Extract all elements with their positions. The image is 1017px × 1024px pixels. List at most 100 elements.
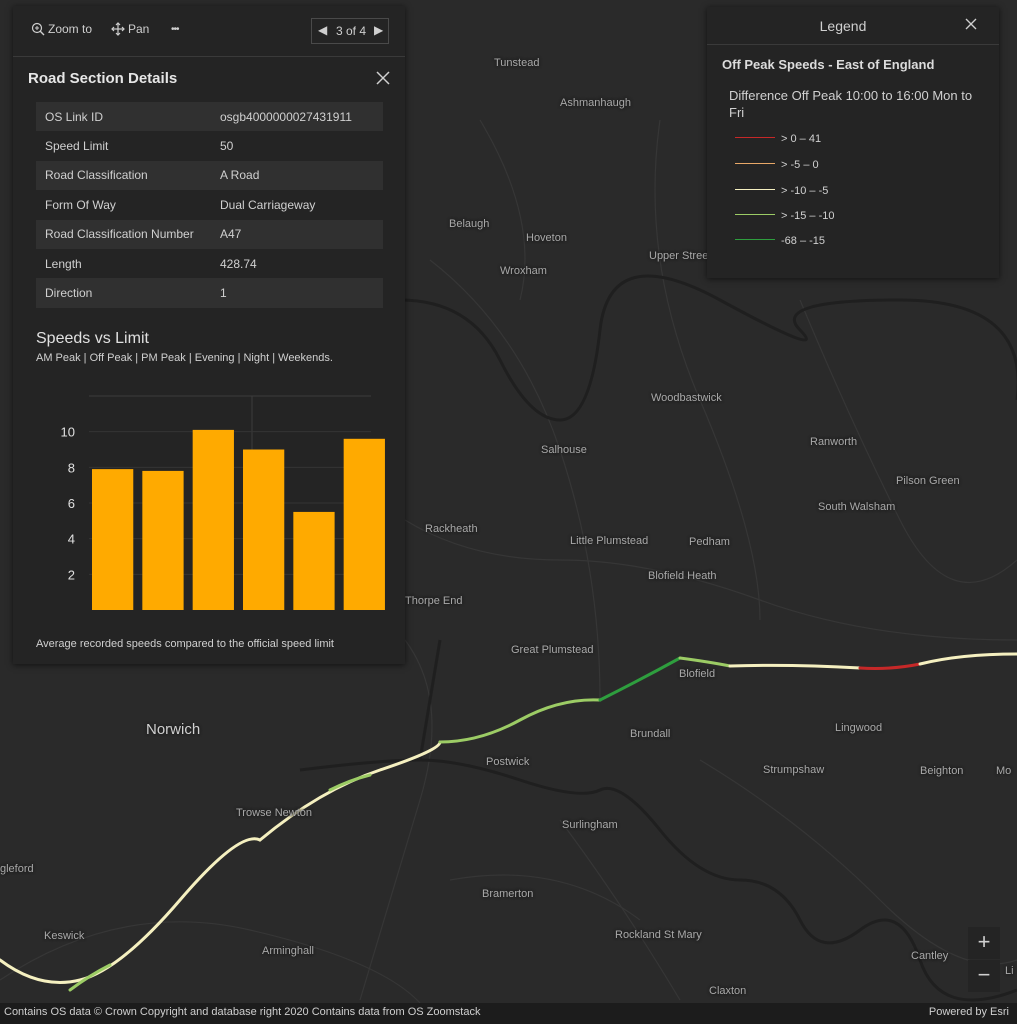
- y-tick-label: 4: [68, 532, 75, 547]
- place-label-city: Norwich: [146, 721, 201, 738]
- zoom-out-button[interactable]: −: [968, 960, 1000, 992]
- place-label: Rockland St Mary: [615, 929, 702, 941]
- field-value: A47: [211, 219, 383, 249]
- legend-header: Legend: [707, 7, 999, 45]
- field-name: Speed Limit: [45, 139, 109, 154]
- place-label: Wroxham: [500, 265, 547, 277]
- place-label: Pedham: [689, 536, 730, 548]
- zoom-magnifier-icon: [31, 22, 45, 36]
- place-label: Thorpe End: [405, 595, 463, 607]
- place-label: Trowse Newton: [236, 807, 313, 819]
- field-value: A Road: [211, 160, 383, 191]
- field-name: Road Classification: [36, 160, 211, 191]
- legend-title: Legend: [819, 18, 867, 34]
- bar-evening: [243, 449, 285, 610]
- feature-pager: ◀ 3 of 4 ▶: [311, 18, 389, 44]
- legend-item: > -5 – 0: [735, 159, 819, 171]
- place-label: Ashmanhaugh: [560, 97, 631, 109]
- bar-am-peak: [92, 469, 134, 610]
- place-label: Salhouse: [541, 444, 587, 456]
- bar-night: [293, 511, 335, 610]
- y-tick-label: 2: [68, 567, 75, 582]
- place-label: Blofield: [679, 668, 716, 680]
- place-label: Beighton: [920, 765, 964, 777]
- table-row: Speed Limit 50: [36, 131, 383, 160]
- legend-item-label: -68 – -15: [781, 235, 826, 247]
- pan-label: Pan: [128, 22, 150, 36]
- field-name: Form Of Way: [45, 197, 116, 212]
- table-row: Road Classification Number A47: [36, 219, 383, 249]
- a47-road-line[interactable]: [0, 652, 1017, 992]
- legend-item-label: > 0 – 41: [781, 133, 822, 145]
- place-label: Arminghall: [262, 945, 314, 957]
- legend-item-label: > -10 – -5: [781, 185, 829, 197]
- field-name: Direction: [36, 278, 211, 308]
- attribute-table: OS Link ID osgb4000000027431911 Speed Li…: [36, 102, 383, 308]
- place-label: Surlingham: [562, 819, 618, 831]
- chart-title: Speeds vs Limit: [36, 330, 149, 347]
- attribution-bar: Contains OS data © Crown Copyright and d…: [0, 1003, 1017, 1024]
- place-label: Brundall: [630, 728, 671, 740]
- place-label: Tunstead: [494, 57, 540, 69]
- zoom-in-button[interactable]: +: [968, 927, 1000, 959]
- legend-item: > -10 – -5: [735, 185, 828, 197]
- legend-item-label: > -5 – 0: [781, 159, 819, 171]
- place-label: Little Plumstead: [570, 535, 649, 547]
- place-label: Keswick: [44, 930, 85, 942]
- bar-off-peak: [142, 470, 184, 610]
- table-row: OS Link ID osgb4000000027431911: [36, 102, 383, 132]
- place-label: Mo: [996, 765, 1012, 777]
- powered-by-esri-link[interactable]: Powered by Esri: [928, 1006, 1009, 1018]
- legend-item-label: > -15 – -10: [781, 210, 835, 222]
- y-tick-label: 8: [68, 460, 75, 475]
- field-name: Road Classification Number: [36, 219, 211, 249]
- table-row: Direction 1: [36, 278, 383, 308]
- chevron-right-icon[interactable]: ▶: [374, 23, 384, 37]
- popup-toolbar: Zoom to Pan ••• ◀ 3 of 4 ▶: [13, 6, 405, 57]
- place-label: Woodbastwick: [651, 392, 722, 404]
- place-label: Rackheath: [425, 523, 478, 535]
- bar-pm-peak: [192, 429, 234, 610]
- chart-subtitle: AM Peak | Off Peak | PM Peak | Evening |…: [36, 352, 333, 364]
- legend-layer-title: Off Peak Speeds - East of England: [722, 57, 935, 72]
- legend-item: > 0 – 41: [735, 133, 821, 145]
- legend-swatch: [735, 137, 775, 138]
- place-label: Postwick: [486, 756, 530, 768]
- more-options-button[interactable]: •••: [171, 24, 179, 35]
- field-value: Dual Carriageway: [220, 197, 316, 212]
- legend-field-title: Difference Off Peak 10:00 to 16:00 Mon t…: [729, 88, 973, 120]
- legend-swatch: [735, 163, 775, 164]
- place-label: Lingwood: [835, 722, 883, 734]
- place-label: Bramerton: [482, 888, 534, 900]
- close-icon[interactable]: [965, 18, 977, 30]
- place-label: Pilson Green: [896, 475, 960, 487]
- table-row: Road Classification A Road: [36, 160, 383, 191]
- table-row: Length 428.74: [36, 249, 383, 278]
- field-value: 428.74: [220, 256, 257, 271]
- place-label: South Walsham: [818, 501, 896, 513]
- zoom-to-label: Zoom to: [48, 22, 93, 36]
- bar-weekends: [343, 438, 385, 610]
- feature-popup: Zoom to Pan ••• ◀ 3 of 4 ▶ Road Section …: [13, 6, 405, 664]
- table-row: Form Of Way Dual Carriageway: [36, 190, 383, 219]
- close-icon[interactable]: [375, 70, 391, 86]
- legend-item: -68 – -15: [735, 235, 825, 247]
- place-label: Great Plumstead: [511, 644, 594, 656]
- zoom-to-button[interactable]: Zoom to: [31, 22, 92, 36]
- attribution-text: Contains OS data © Crown Copyright and d…: [4, 1006, 481, 1018]
- place-label: gleford: [0, 863, 34, 875]
- legend-panel: Legend Off Peak Speeds - East of England…: [707, 7, 999, 278]
- place-label: Claxton: [709, 985, 747, 997]
- chevron-left-icon[interactable]: ◀: [318, 23, 328, 37]
- field-value: 50: [220, 139, 234, 154]
- pan-arrows-icon: [111, 22, 125, 36]
- field-value: 1: [211, 278, 383, 308]
- place-label: Blofield Heath: [648, 570, 717, 582]
- legend-swatch: [735, 214, 775, 215]
- legend-swatch: [735, 189, 775, 190]
- pan-button[interactable]: Pan: [111, 22, 149, 36]
- minor-roads: [0, 119, 1017, 1004]
- field-value: osgb4000000027431911: [211, 102, 383, 132]
- chart-caption: Average recorded speeds compared to the …: [36, 638, 334, 650]
- field-name: OS Link ID: [36, 102, 211, 132]
